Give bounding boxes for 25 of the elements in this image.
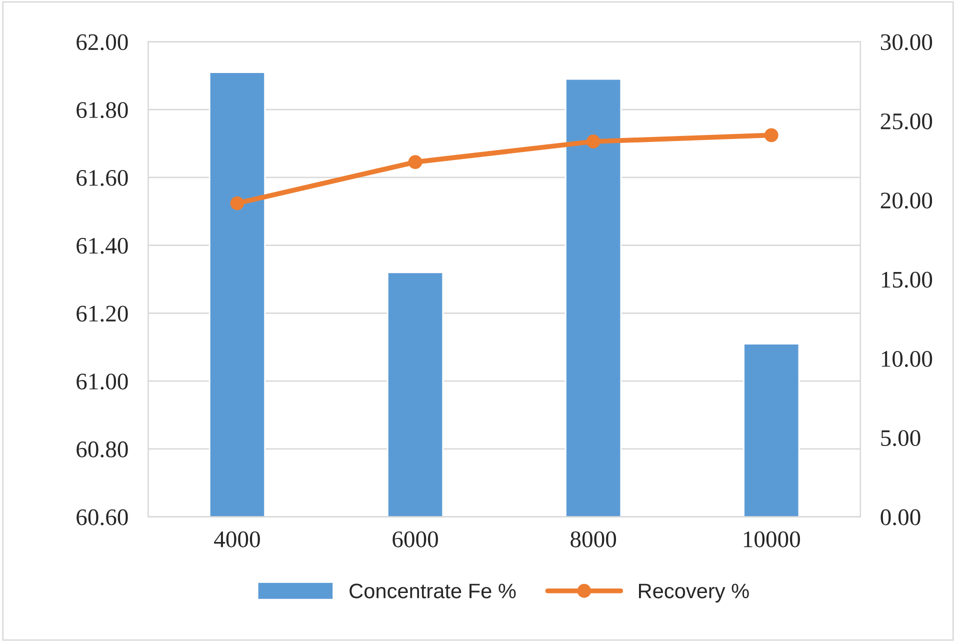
y-tick-label: 62.00	[76, 34, 128, 50]
y2-tick-label: 30.00	[880, 34, 932, 50]
y2-tick-label: 15.00	[882, 272, 932, 288]
legend-label: Recovery %	[639, 584, 749, 602]
point	[230, 196, 244, 210]
y2-tick-label: 10.00	[882, 350, 932, 367]
x-tick-label: 4000	[214, 531, 260, 548]
y2-tick-label: 0.00	[880, 509, 920, 526]
point	[586, 134, 600, 148]
y-tick-label: 61.60	[76, 170, 128, 186]
point	[408, 155, 422, 170]
y-tick-label: 61.80	[76, 102, 128, 118]
y-tick-label: 61.00	[76, 374, 128, 390]
y-tick-label: 60.80	[76, 441, 128, 458]
y2-tick-label: 5.00	[881, 430, 920, 446]
y-tick-label: 61.40	[76, 238, 128, 254]
x-tick-label: 10000	[744, 531, 800, 548]
x-tick-label: 8000	[570, 531, 616, 548]
y2-tick-label: 20.00	[880, 192, 932, 209]
x-tick-label: 6000	[392, 531, 438, 548]
legend-label: Concentrate Fe %	[350, 584, 516, 598]
y2-tick-label: 25.00	[880, 113, 932, 130]
y-tick-label: 61.20	[76, 306, 128, 322]
y-tick-label: 60.60	[76, 509, 128, 526]
point	[764, 128, 778, 142]
